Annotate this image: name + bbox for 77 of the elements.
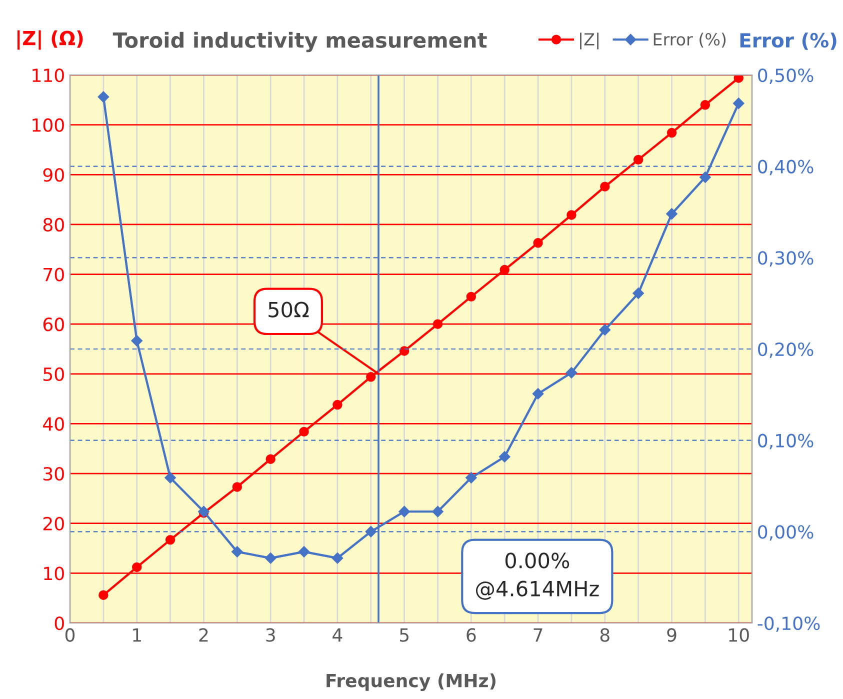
x-tick-label: 0: [65, 628, 75, 642]
y2-tick-label: 0,20%: [758, 342, 814, 358]
y-axis-title: |Z| (Ω): [17, 30, 83, 50]
point: [366, 372, 376, 382]
y-tick-label: 20: [43, 516, 64, 530]
x-tick-label: 5: [400, 628, 408, 642]
x-tick-label: 10: [729, 628, 749, 642]
point: [566, 367, 578, 378]
point: [666, 208, 678, 220]
y2-axis-title: Error (%): [740, 32, 836, 50]
y-tick-label: 0: [54, 616, 64, 630]
x-tick-label: 9: [667, 628, 676, 642]
point: [232, 482, 242, 492]
point: [566, 210, 576, 220]
y-tick-label: 80: [43, 218, 64, 232]
point: [332, 552, 344, 564]
y-tick-label: 90: [43, 168, 64, 182]
point: [165, 534, 176, 545]
point: [132, 562, 142, 572]
y2-tick-label: 0,50%: [758, 68, 814, 84]
point: [98, 590, 108, 600]
y-tick-label: 60: [43, 318, 64, 332]
point: [734, 75, 744, 83]
point: [599, 324, 611, 336]
x-tick-label: 2: [199, 628, 208, 642]
y2-tick-label: 0,40%: [758, 160, 814, 176]
point: [633, 154, 644, 165]
point: [733, 98, 744, 109]
point: [632, 288, 644, 299]
y2-tick-label: 0,00%: [758, 525, 814, 541]
y-tick-label: 30: [44, 467, 64, 481]
x-tick-label: 1: [133, 628, 141, 642]
point: [164, 472, 176, 484]
point: [533, 238, 543, 248]
point: [700, 172, 711, 183]
point: [700, 100, 710, 110]
legend-label: Error (%): [654, 32, 726, 48]
y-tick-label: 10: [44, 566, 64, 580]
point: [264, 552, 276, 564]
y2-tick-label: -0,10%: [758, 616, 820, 632]
point: [432, 319, 443, 329]
x-tick-label: 4: [332, 628, 342, 642]
point: [131, 335, 142, 346]
x-tick-label: 6: [466, 628, 476, 642]
y-tick-label: 110: [32, 68, 64, 82]
point: [500, 264, 510, 275]
point: [466, 472, 477, 484]
point: [432, 506, 444, 518]
point: [399, 346, 410, 356]
y-tick-label: 50: [44, 367, 64, 382]
point: [298, 546, 310, 558]
point: [666, 128, 677, 138]
point: [398, 506, 410, 518]
point: [499, 451, 510, 462]
point: [600, 182, 610, 192]
x-tick-label: 3: [266, 628, 275, 642]
point: [232, 546, 243, 558]
x-tick-label: 7: [534, 628, 542, 642]
y-tick-label: 70: [44, 268, 64, 282]
y-tick-label: 100: [32, 118, 64, 132]
y-tick-label: 40: [43, 417, 64, 431]
annotation: 50Ω: [268, 302, 309, 318]
y2-tick-label: 0,10%: [758, 434, 814, 450]
point: [532, 388, 544, 400]
point: [365, 526, 376, 538]
x-tick-label: 8: [600, 628, 610, 642]
point: [466, 292, 476, 302]
chart-title: Toroid inductivity measurement: [112, 32, 487, 52]
point: [98, 91, 110, 103]
point: [266, 454, 276, 464]
legend-label: |Z|: [580, 32, 598, 50]
annotation: 0.00% @4.614MHz: [476, 552, 599, 600]
y2-tick-label: 0,30%: [758, 251, 814, 267]
point: [299, 426, 309, 437]
point: [198, 506, 210, 518]
x-axis-title: Frequency (MHz): [326, 673, 496, 691]
point: [332, 400, 342, 410]
